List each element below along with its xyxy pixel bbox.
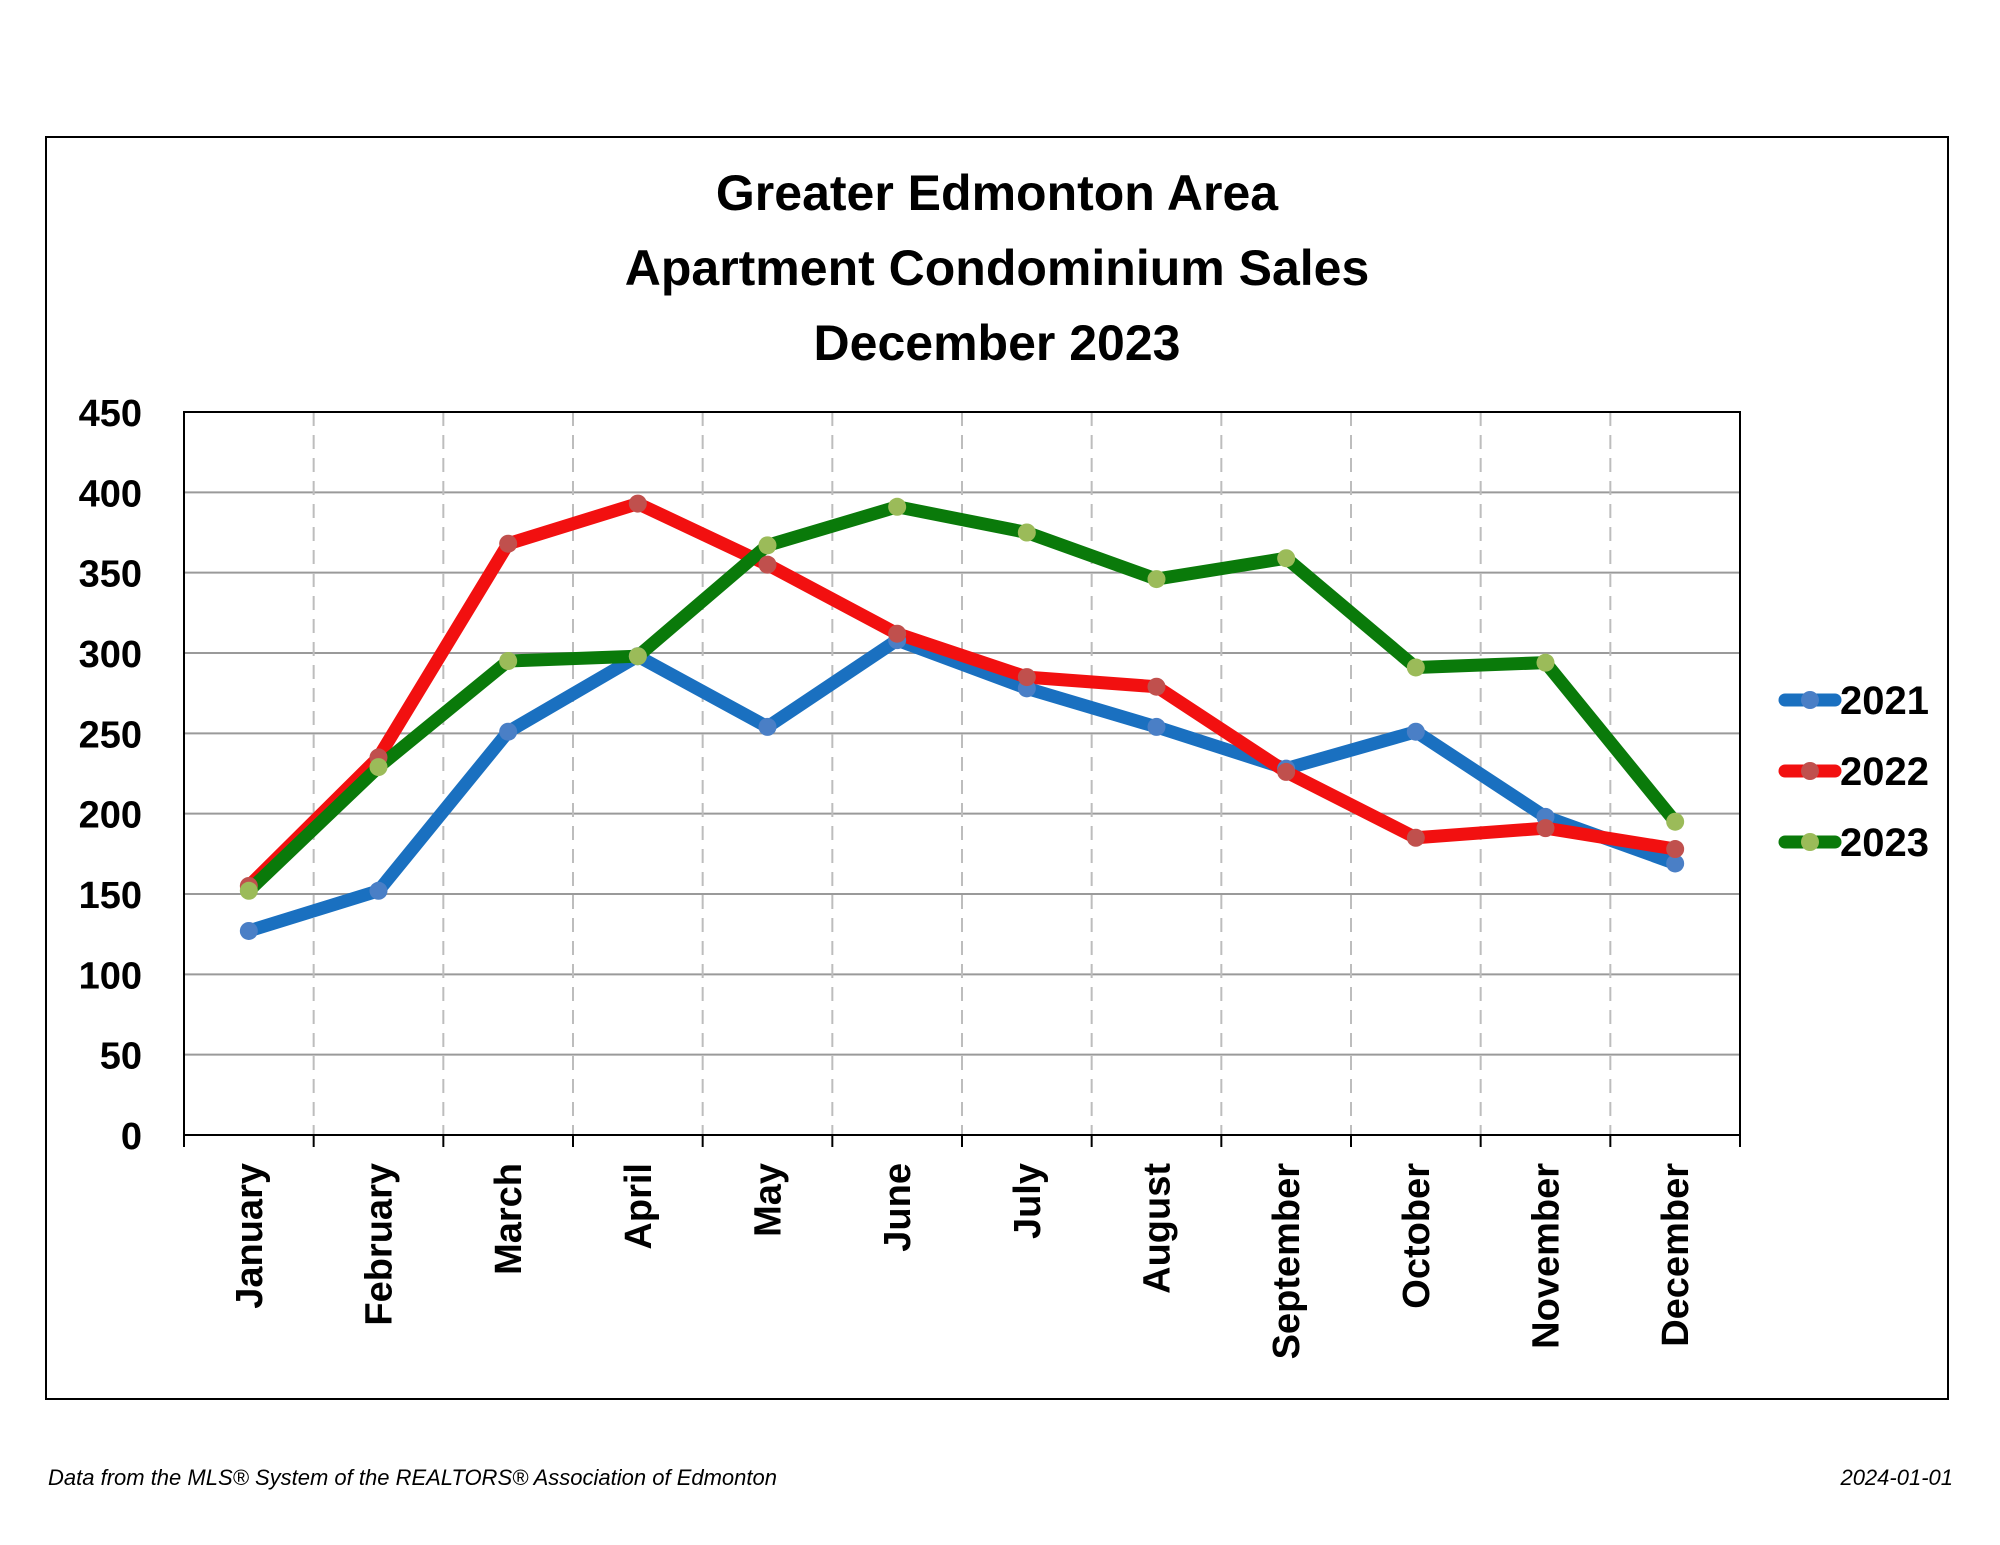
y-tick-label: 200 <box>79 795 142 837</box>
y-tick-label: 450 <box>79 393 142 435</box>
data-point-2022 <box>628 494 647 513</box>
chart-title: Greater Edmonton Area Apartment Condomini… <box>625 165 1370 371</box>
data-point-2022 <box>1147 677 1166 696</box>
y-tick-label: 300 <box>79 634 142 676</box>
data-point-2022 <box>1666 840 1685 859</box>
x-tick-label: December <box>1655 1163 1697 1347</box>
data-point-2023 <box>499 652 518 671</box>
y-tick-label: 50 <box>100 1036 142 1078</box>
data-point-2022 <box>888 624 907 643</box>
data-point-2023 <box>1147 570 1166 589</box>
legend-label-2021: 2021 <box>1840 679 1929 723</box>
data-point-2021 <box>369 881 388 900</box>
x-tick-label: June <box>877 1163 919 1252</box>
data-point-2022 <box>1406 828 1425 847</box>
x-tick-label: March <box>488 1163 530 1275</box>
title-line-2: Apartment Condominium Sales <box>625 240 1370 296</box>
legend-marker-2022 <box>1801 762 1819 780</box>
data-point-2022 <box>499 534 518 553</box>
title-line-3: December 2023 <box>814 315 1181 371</box>
data-point-2021 <box>1147 717 1166 736</box>
y-tick-label: 400 <box>79 473 142 515</box>
data-point-2021 <box>758 717 777 736</box>
data-point-2022 <box>1536 819 1555 838</box>
axes: 0 50 100 150 200 250 300 350 400 450 January Februa… <box>79 393 1741 1360</box>
x-tick-label: October <box>1396 1163 1438 1309</box>
legend-marker-2021 <box>1801 691 1819 709</box>
x-tick-label: September <box>1266 1163 1308 1360</box>
x-tick-label: April <box>618 1163 660 1250</box>
y-tick-label: 250 <box>79 714 142 756</box>
data-point-2023 <box>888 497 907 516</box>
data-point-2021 <box>499 722 518 741</box>
x-tick-label: May <box>748 1163 790 1237</box>
series-lines <box>239 494 1685 940</box>
data-point-2023 <box>758 536 777 555</box>
legend-marker-2023 <box>1801 833 1819 851</box>
data-point-2022 <box>1017 668 1036 687</box>
data-point-2023 <box>1666 812 1685 831</box>
series-line-2021 <box>242 633 1682 938</box>
source-note: Data from the MLS® System of the REALTOR… <box>48 1465 777 1490</box>
data-point-2023 <box>369 758 388 777</box>
legend: 2021 2022 2023 <box>1778 679 1929 865</box>
data-point-2021 <box>239 921 258 940</box>
y-tick-label: 100 <box>79 955 142 997</box>
report-date: 2024-01-01 <box>1840 1465 1953 1490</box>
data-point-2021 <box>1666 854 1685 873</box>
legend-label-2023: 2023 <box>1840 821 1929 865</box>
data-point-2021 <box>1406 722 1425 741</box>
legend-label-2022: 2022 <box>1840 750 1929 794</box>
y-tick-label: 0 <box>121 1116 142 1158</box>
series-line-2022 <box>242 497 1682 893</box>
data-point-2023 <box>1017 523 1036 542</box>
data-point-2023 <box>1406 658 1425 677</box>
data-point-2023 <box>1536 653 1555 672</box>
data-point-2023 <box>628 647 647 666</box>
x-tick-label: February <box>359 1163 401 1326</box>
series-line-2023 <box>242 500 1682 898</box>
y-tick-label: 350 <box>79 554 142 596</box>
y-tick-label: 150 <box>79 875 142 917</box>
data-point-2023 <box>239 881 258 900</box>
x-tick-label: November <box>1526 1163 1568 1349</box>
x-tick-label: August <box>1137 1163 1179 1294</box>
data-point-2022 <box>1277 762 1296 781</box>
data-point-2022 <box>758 555 777 574</box>
x-tick-label: July <box>1007 1163 1049 1239</box>
x-tick-label: January <box>229 1163 271 1309</box>
data-point-2023 <box>1277 549 1296 568</box>
title-line-1: Greater Edmonton Area <box>716 165 1279 221</box>
